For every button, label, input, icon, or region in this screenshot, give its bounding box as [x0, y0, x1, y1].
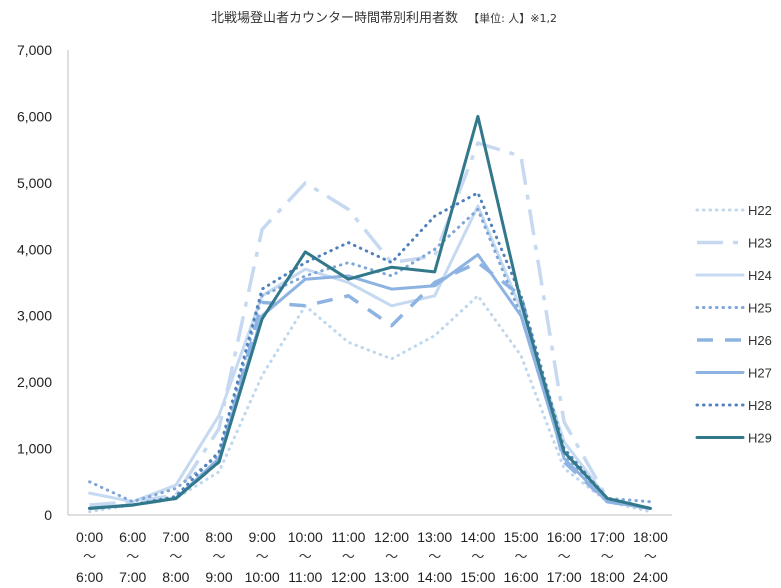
x-tick-start-label: 10:00 — [288, 529, 323, 545]
legend-label-h27: H27 — [748, 366, 772, 381]
x-tick-end-label: 10:00 — [245, 569, 280, 585]
x-tick-range-mark: ～ — [299, 550, 312, 565]
x-tick-start-label: 11:00 — [331, 529, 365, 545]
series-line-h22 — [88, 294, 652, 514]
legend-label-h26: H26 — [748, 333, 772, 348]
x-tick-start-label: 15:00 — [503, 529, 538, 545]
x-tick-end-label: 8:00 — [162, 569, 189, 585]
x-tick-range-mark: ～ — [471, 550, 484, 565]
x-tick-start-label: 17:00 — [590, 529, 625, 545]
y-tick-label: 3,000 — [17, 308, 52, 324]
x-tick-end-label: 6:00 — [76, 569, 103, 585]
x-tick-start-label: 16:00 — [547, 529, 582, 545]
y-tick-label: 7,000 — [17, 42, 52, 58]
x-tick-range-mark: ～ — [83, 550, 96, 565]
x-tick-range-mark: ～ — [342, 550, 355, 565]
x-tick-end-label: 12:00 — [331, 569, 366, 585]
y-tick-label: 2,000 — [17, 374, 52, 390]
x-tick-range-mark: ～ — [644, 550, 657, 565]
x-tick-range-mark: ～ — [601, 550, 614, 565]
x-tick-range-mark: ～ — [385, 550, 398, 565]
y-tick-label: 6,000 — [17, 108, 52, 124]
x-tick-end-label: 11:00 — [288, 569, 322, 585]
x-tick-end-label: 24:00 — [633, 569, 668, 585]
x-tick-range-mark: ～ — [212, 550, 225, 565]
x-tick-end-label: 16:00 — [503, 569, 538, 585]
x-tick-end-label: 14:00 — [417, 569, 452, 585]
chart-title-unit: 【単位: 人】※1,2 — [468, 11, 557, 25]
series-line-h24 — [88, 204, 652, 510]
x-tick-end-label: 15:00 — [460, 569, 495, 585]
x-axis: 0:00 ～ 6:00 6:00 ～ 7:00 7:00 ～ 8:00 8:00 ～ 9:00 9:00… — [68, 514, 672, 585]
y-tick-label: 4,000 — [17, 241, 52, 257]
legend-label-h23: H23 — [748, 236, 772, 251]
x-tick-start-label: 13:00 — [417, 529, 452, 545]
legend: H22 H23 H24 H25 H26 H27 H28 H29 — [695, 203, 772, 446]
y-axis: 0 1,000 2,000 3,000 4,000 5,000 6,000 7,000 — [17, 42, 69, 523]
x-tick-end-label: 13:00 — [374, 569, 409, 585]
legend-label-h28: H28 — [748, 398, 772, 413]
x-tick-start-label: 8:00 — [205, 529, 232, 545]
x-tick-start-label: 9:00 — [249, 529, 276, 545]
y-tick-label: 0 — [44, 507, 52, 523]
x-tick-range-mark: ～ — [256, 550, 269, 565]
x-tick-start-label: 14:00 — [460, 529, 495, 545]
series-line-h23 — [89, 141, 651, 511]
x-tick-range-mark: ～ — [126, 550, 139, 565]
y-tick-label: 5,000 — [17, 175, 52, 191]
x-tick-range-mark: ～ — [428, 550, 441, 565]
series-line-h25 — [88, 207, 652, 504]
series-lines — [88, 114, 652, 514]
x-tick-start-label: 7:00 — [162, 529, 189, 545]
x-tick-end-label: 17:00 — [547, 569, 582, 585]
y-tick-label: 1,000 — [17, 441, 52, 457]
x-tick-start-label: 6:00 — [119, 529, 146, 545]
x-tick-range-mark: ～ — [558, 550, 571, 565]
x-tick-end-label: 18:00 — [590, 569, 625, 585]
chart-title: 北戦場登山者カウンター時間帯別利用者数 【単位: 人】※1,2 — [211, 11, 557, 26]
x-tick-range-mark: ～ — [514, 550, 527, 565]
chart-title-main: 北戦場登山者カウンター時間帯別利用者数 — [211, 11, 458, 26]
legend-label-h24: H24 — [748, 268, 772, 283]
series-line-h29 — [88, 114, 652, 510]
legend-label-h25: H25 — [748, 301, 772, 316]
x-tick-end-label: 7:00 — [119, 569, 146, 585]
x-tick-start-label: 12:00 — [374, 529, 409, 545]
x-tick-start-label: 18:00 — [633, 529, 668, 545]
legend-label-h22: H22 — [748, 203, 772, 218]
x-tick-start-label: 0:00 — [76, 529, 103, 545]
legend-label-h29: H29 — [748, 431, 772, 446]
x-tick-end-label: 9:00 — [205, 569, 232, 585]
x-tick-range-mark: ～ — [169, 550, 182, 565]
